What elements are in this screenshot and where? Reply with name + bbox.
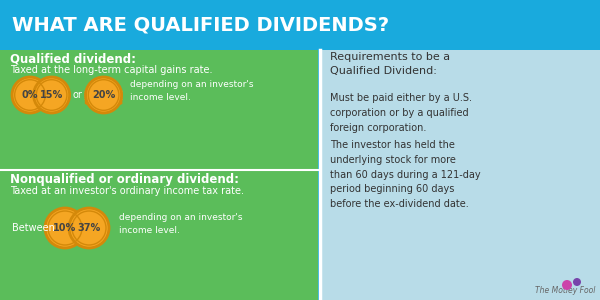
Ellipse shape bbox=[70, 227, 84, 233]
Text: Qualified dividend:: Qualified dividend: bbox=[10, 53, 136, 66]
Ellipse shape bbox=[70, 235, 84, 241]
Ellipse shape bbox=[85, 97, 122, 105]
Text: 37%: 37% bbox=[77, 223, 101, 233]
Text: Between: Between bbox=[12, 223, 55, 233]
Text: depending on an investor's
income level.: depending on an investor's income level. bbox=[119, 213, 242, 235]
Ellipse shape bbox=[70, 223, 84, 229]
Text: The Motley Fool: The Motley Fool bbox=[535, 286, 595, 295]
Ellipse shape bbox=[35, 95, 47, 100]
Ellipse shape bbox=[35, 90, 47, 95]
Ellipse shape bbox=[35, 100, 47, 105]
Text: Requirements to be a
Qualified Dividend:: Requirements to be a Qualified Dividend: bbox=[330, 52, 450, 76]
Circle shape bbox=[86, 77, 122, 113]
FancyBboxPatch shape bbox=[0, 0, 600, 50]
Ellipse shape bbox=[85, 91, 122, 99]
Ellipse shape bbox=[35, 102, 47, 108]
Circle shape bbox=[562, 280, 572, 290]
Circle shape bbox=[12, 77, 48, 113]
Text: WHAT ARE QUALIFIED DIVIDENDS?: WHAT ARE QUALIFIED DIVIDENDS? bbox=[12, 16, 389, 34]
Ellipse shape bbox=[85, 87, 122, 95]
Text: Nonqualified or ordinary dividend:: Nonqualified or ordinary dividend: bbox=[10, 173, 239, 186]
Ellipse shape bbox=[35, 93, 47, 98]
Text: Taxed at the long-term capital gains rate.: Taxed at the long-term capital gains rat… bbox=[10, 65, 212, 75]
Ellipse shape bbox=[70, 232, 84, 238]
Text: The investor has held the
underlying stock for more
than 60 days during a 121-da: The investor has held the underlying sto… bbox=[330, 140, 481, 209]
Ellipse shape bbox=[85, 95, 122, 104]
Ellipse shape bbox=[70, 230, 84, 236]
Text: 15%: 15% bbox=[40, 90, 63, 100]
Ellipse shape bbox=[35, 92, 47, 98]
FancyBboxPatch shape bbox=[320, 50, 600, 300]
Ellipse shape bbox=[35, 100, 47, 106]
Text: 0%: 0% bbox=[22, 90, 38, 100]
Ellipse shape bbox=[70, 230, 84, 236]
Ellipse shape bbox=[85, 95, 122, 103]
Ellipse shape bbox=[85, 93, 122, 101]
Ellipse shape bbox=[35, 97, 47, 103]
Ellipse shape bbox=[35, 103, 47, 108]
Text: Must be paid either by a U.S.
corporation or by a qualified
foreign corporation.: Must be paid either by a U.S. corporatio… bbox=[330, 93, 472, 133]
Circle shape bbox=[573, 278, 581, 286]
Ellipse shape bbox=[85, 93, 122, 101]
Ellipse shape bbox=[70, 238, 84, 244]
Ellipse shape bbox=[35, 105, 47, 110]
Text: 20%: 20% bbox=[92, 90, 115, 100]
Ellipse shape bbox=[85, 91, 122, 100]
Ellipse shape bbox=[70, 228, 84, 234]
Circle shape bbox=[34, 77, 70, 113]
Text: 10%: 10% bbox=[53, 223, 77, 233]
Text: Taxed at an investor's ordinary income tax rate.: Taxed at an investor's ordinary income t… bbox=[10, 186, 244, 196]
Ellipse shape bbox=[35, 95, 47, 100]
Text: depending on an investor's
income level.: depending on an investor's income level. bbox=[130, 80, 253, 102]
Ellipse shape bbox=[70, 235, 84, 241]
Ellipse shape bbox=[85, 89, 122, 98]
Text: or: or bbox=[73, 90, 83, 100]
Ellipse shape bbox=[35, 98, 47, 103]
Ellipse shape bbox=[70, 225, 84, 231]
Circle shape bbox=[69, 208, 109, 248]
Ellipse shape bbox=[70, 225, 84, 231]
Ellipse shape bbox=[70, 232, 84, 238]
Circle shape bbox=[45, 208, 85, 248]
FancyBboxPatch shape bbox=[0, 50, 318, 300]
Ellipse shape bbox=[85, 99, 122, 107]
